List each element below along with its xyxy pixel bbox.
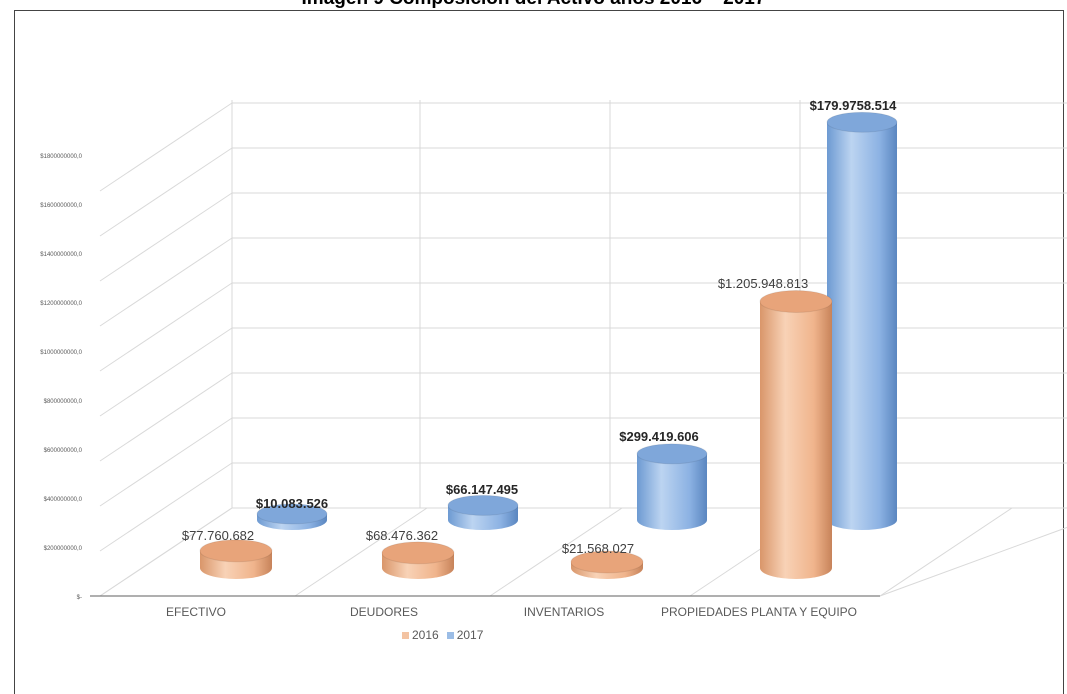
data-label-2017: $299.419.606: [619, 429, 699, 444]
side-gridline: [99, 237, 233, 327]
data-label-2016: $77.760.682: [182, 528, 254, 543]
bar-2016: [381, 541, 455, 579]
side-gridline: [99, 327, 233, 417]
bar-2016: [570, 550, 644, 579]
category-label: PROPIEDADES PLANTA Y EQUIPO: [661, 605, 857, 619]
y-tick-label: $200000000,0: [44, 546, 83, 552]
data-label-2017: $66.147.495: [446, 482, 518, 497]
side-gridline: [99, 147, 233, 237]
category-label: DEUDORES: [350, 605, 418, 619]
bar-2016: [759, 289, 833, 579]
side-gridline: [99, 192, 233, 282]
y-tick-label: $1800000000,0: [40, 154, 82, 160]
y-tick-label: $400000000,0: [44, 497, 83, 503]
y-tick-label: $1600000000,0: [40, 203, 82, 209]
data-label-2017: $10.083.526: [256, 496, 328, 511]
bar-2016-top: [381, 541, 455, 565]
y-tick-label: $1200000000,0: [40, 301, 82, 307]
legend-label-2017: 2017: [456, 628, 484, 642]
bar-2016-top: [199, 539, 273, 563]
bar-2017-top: [447, 494, 519, 516]
floor-edge: [879, 526, 1067, 597]
bar-2016-body: [760, 301, 832, 579]
bar-2017-top: [256, 503, 328, 525]
floor-gridline: [489, 507, 623, 597]
bar-2017: [826, 111, 898, 531]
category-label: INVENTARIOS: [524, 605, 604, 619]
data-label-2016: $68.476.362: [366, 528, 438, 543]
y-tick-label: $-: [77, 595, 82, 601]
chart-frame: [14, 10, 1064, 694]
bar-2016-top: [759, 289, 833, 313]
page-title: Imagen 9 Composición del Activo años 201…: [0, 0, 1067, 10]
bar-2017: [256, 503, 328, 530]
data-label-2016: $1.205.948.813: [718, 276, 808, 291]
floor-gridline: [99, 507, 233, 597]
side-gridline: [99, 462, 233, 552]
y-tick-label: $1400000000,0: [40, 252, 82, 258]
y-tick-label: $1000000000,0: [40, 350, 82, 356]
data-label-2016: $21.568.027: [562, 541, 634, 556]
bar-2016-top: [570, 550, 644, 574]
bar-2017: [636, 443, 708, 530]
bar-2017-body: [827, 122, 897, 531]
bar-2017-top: [826, 111, 898, 133]
category-label: EFECTIVO: [166, 605, 226, 619]
bar-2017: [447, 494, 519, 530]
y-tick-label: $600000000,0: [44, 448, 83, 454]
legend-swatch-2017: [446, 631, 454, 639]
y-tick-label: $800000000,0: [44, 399, 83, 405]
data-label-2017: $179.9758.514: [810, 98, 898, 113]
bar-2017-top: [636, 443, 708, 465]
legend-label-2016: 2016: [412, 628, 439, 642]
floor-gridline: [294, 507, 428, 597]
side-gridline: [99, 372, 233, 462]
bar-2017-body: [637, 453, 707, 530]
floor-gridline: [879, 507, 1013, 597]
side-gridline: [99, 282, 233, 372]
side-gridline: [99, 102, 233, 192]
side-gridline: [99, 417, 233, 507]
legend: 2016 2017: [402, 628, 483, 642]
bar-2016: [199, 539, 273, 579]
legend-item-2017: 2017: [446, 628, 484, 642]
legend-swatch-2016: [402, 631, 409, 639]
legend-item-2016: 2016: [402, 628, 439, 642]
